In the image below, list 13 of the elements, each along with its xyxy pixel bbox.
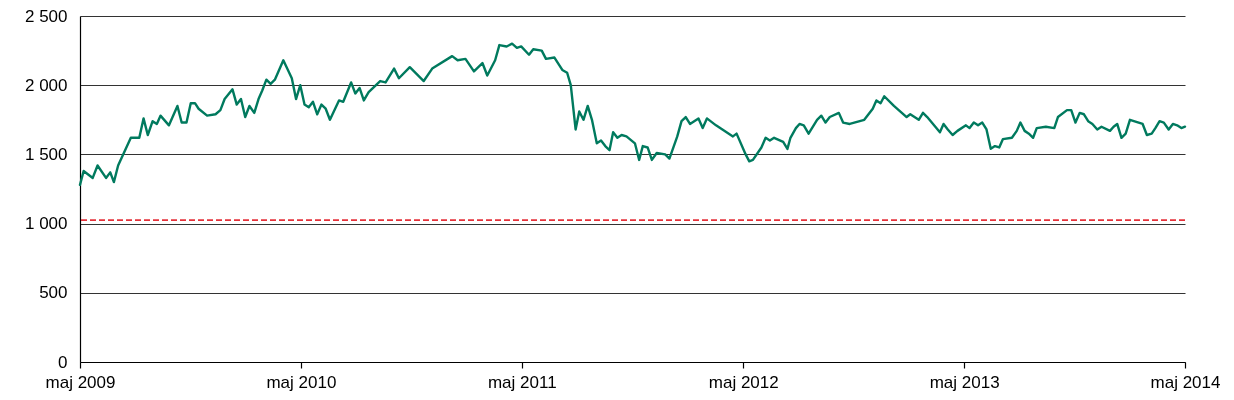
y-tick-label: 0 [58, 352, 68, 372]
y-tick-label: 500 [39, 283, 68, 303]
y-tick-label: 1 500 [24, 144, 68, 164]
x-tick-label: maj 2012 [708, 372, 779, 392]
y-tick-label: 2 000 [24, 75, 68, 95]
x-tick-label: maj 2009 [45, 372, 116, 392]
y-tick-label: 2 500 [24, 6, 68, 26]
x-tick-label: maj 2011 [487, 372, 557, 392]
x-tick-label: maj 2010 [266, 372, 337, 392]
line-series [78, 42, 1187, 187]
y-tick-label: 1 000 [24, 214, 68, 234]
x-tick-label: maj 2013 [929, 372, 1000, 392]
x-tick-label: maj 2014 [1150, 372, 1221, 392]
